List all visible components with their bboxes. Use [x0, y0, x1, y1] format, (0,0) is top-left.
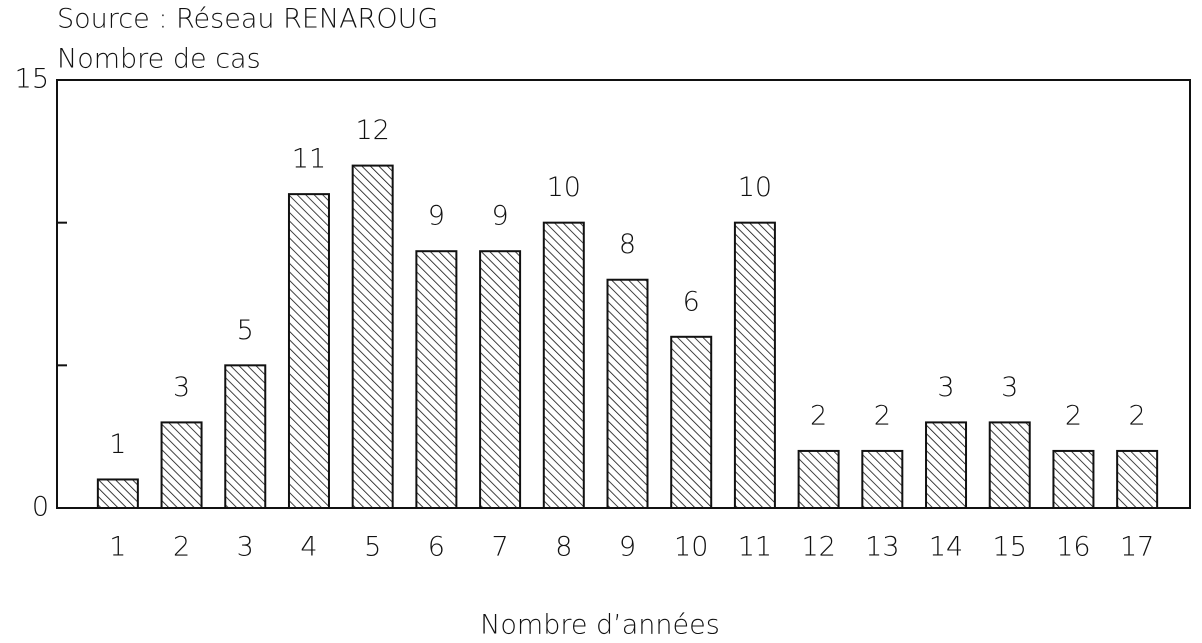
- y-axis-label: Nombre de cas: [57, 44, 261, 75]
- data-label: 3: [173, 372, 190, 403]
- bar: [670, 335, 713, 509]
- bar: [479, 250, 522, 509]
- bar: [224, 364, 267, 510]
- bar: [606, 278, 649, 509]
- x-tick-label: 13: [865, 532, 899, 563]
- data-label: 10: [547, 172, 581, 203]
- x-tick-label: 2: [173, 532, 190, 563]
- bar: [160, 421, 203, 509]
- data-label: 8: [619, 229, 636, 260]
- x-tick-label: 4: [300, 532, 317, 563]
- x-tick-label: 1: [109, 532, 126, 563]
- x-tick-label: 16: [1056, 532, 1090, 563]
- x-tick-label: 15: [993, 532, 1027, 563]
- data-label: 2: [810, 400, 827, 431]
- x-tick-label: 7: [491, 532, 508, 563]
- data-label: 12: [355, 115, 389, 146]
- data-label: 1: [109, 429, 126, 460]
- x-tick-label: 11: [738, 532, 772, 563]
- x-tick-label: 3: [237, 532, 254, 563]
- bar: [96, 478, 139, 510]
- y-tick-label: 0: [32, 492, 49, 523]
- x-tick-label: 8: [555, 532, 572, 563]
- data-label: 9: [491, 201, 508, 232]
- bar: [415, 250, 458, 509]
- y-tick-label: 15: [15, 64, 49, 95]
- x-tick-label: 14: [929, 532, 963, 563]
- bar: [1116, 449, 1159, 509]
- x-axis-label: Nombre d’années: [480, 610, 720, 641]
- bar: [733, 221, 776, 510]
- data-label: 2: [1065, 400, 1082, 431]
- bar: [988, 421, 1031, 509]
- data-label: 10: [738, 172, 772, 203]
- data-label: 3: [937, 372, 954, 403]
- x-tick-label: 6: [428, 532, 445, 563]
- bar: [925, 421, 968, 509]
- bar: [861, 449, 904, 509]
- bar: [351, 164, 394, 509]
- x-tick-label: 9: [619, 532, 636, 563]
- x-tick-label: 5: [364, 532, 381, 563]
- data-label: 6: [683, 286, 700, 317]
- x-tick-label: 10: [674, 532, 708, 563]
- data-label: 5: [237, 315, 254, 346]
- x-tick-label: 12: [801, 532, 835, 563]
- bar: [542, 221, 585, 510]
- bar: [287, 193, 330, 509]
- data-label: 2: [874, 400, 891, 431]
- chart-subtitle: Source : Réseau RENAROUG: [57, 4, 438, 35]
- bar: [1052, 449, 1095, 509]
- x-tick-label: 17: [1120, 532, 1154, 563]
- data-label: 2: [1129, 400, 1146, 431]
- bar: [797, 449, 840, 509]
- data-label: 3: [1001, 372, 1018, 403]
- data-label: 11: [292, 144, 326, 175]
- data-label: 9: [428, 201, 445, 232]
